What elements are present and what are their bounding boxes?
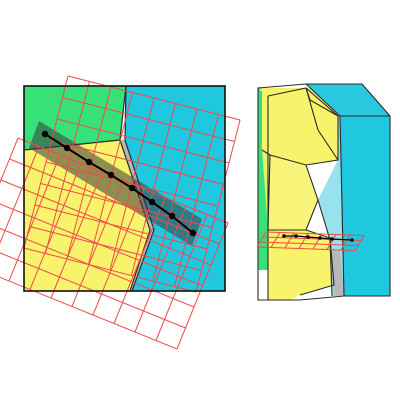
lower-grid-line xyxy=(9,158,220,245)
upper-grid-line xyxy=(62,97,235,142)
upper-grid-line xyxy=(34,204,208,250)
block-path-node xyxy=(318,236,322,240)
sample-path-line xyxy=(44,133,194,234)
block-path-line xyxy=(284,235,353,241)
sample-path-node xyxy=(148,198,156,206)
lower-grid-line xyxy=(17,137,229,224)
lower-grid-line xyxy=(0,137,19,184)
block-yellow-lower xyxy=(268,230,334,300)
lower-grid-line xyxy=(0,252,186,329)
block-path xyxy=(282,234,354,242)
block-grid-line xyxy=(326,234,337,250)
upper-grid-line xyxy=(29,226,202,271)
upper-grid-line xyxy=(51,140,224,185)
sample-path-node xyxy=(128,184,136,192)
block-path-node xyxy=(294,234,298,238)
block-grid-line xyxy=(259,241,359,246)
lower-grid-line xyxy=(0,276,178,350)
block-grid-line xyxy=(265,231,365,236)
sample-path-node xyxy=(85,158,93,166)
block-path-node xyxy=(282,234,286,238)
block-path-node xyxy=(350,238,354,242)
block-path-node xyxy=(306,235,310,239)
left-panel-frame xyxy=(23,85,226,292)
block-cyan-right-face xyxy=(340,116,390,296)
sample-path-node xyxy=(41,130,49,138)
upper-grid-line xyxy=(67,75,241,121)
cyan-region xyxy=(125,86,225,291)
block-grid-line xyxy=(354,235,365,251)
block-grid-line xyxy=(340,234,351,251)
block-grid-line xyxy=(270,232,281,248)
sample-path xyxy=(41,130,197,237)
block-path-node xyxy=(330,237,334,241)
sample-path-node xyxy=(189,229,197,237)
2d-cross-section-panel xyxy=(0,75,241,350)
upper-grid-line xyxy=(56,118,230,164)
upper-grid-line xyxy=(23,247,197,293)
block-yellow-front xyxy=(262,88,338,165)
sample-path-node xyxy=(63,144,71,152)
block-cyan-inner-face xyxy=(310,100,344,296)
lower-grid-line xyxy=(0,203,203,287)
lower-grid-line xyxy=(0,179,212,266)
block-grid-line xyxy=(256,231,267,248)
red-grid-lower xyxy=(0,137,229,350)
block-yellow-middle xyxy=(262,150,318,232)
sample-path-node xyxy=(168,212,176,220)
upper-grid-line xyxy=(40,183,213,228)
sample-path-node xyxy=(107,171,115,179)
3d-block-panel xyxy=(256,83,391,301)
block-grid-line xyxy=(256,246,356,251)
block-grid-line xyxy=(298,233,309,249)
lower-grid-line xyxy=(0,227,195,308)
